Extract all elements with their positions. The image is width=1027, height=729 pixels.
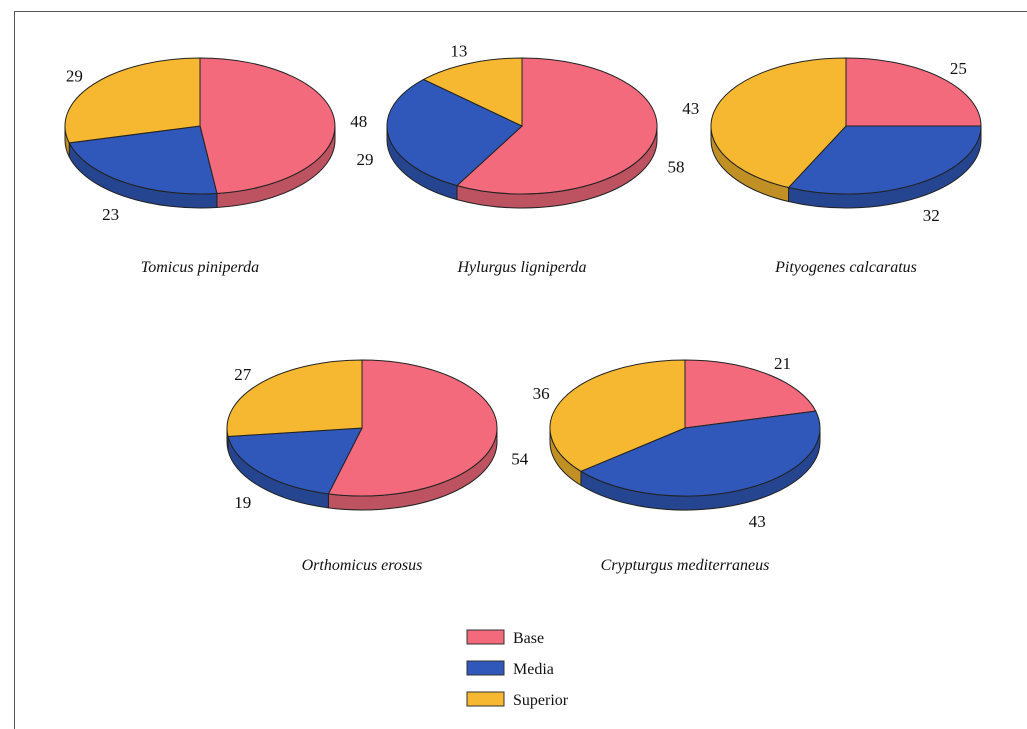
pie-slice-media [579,410,821,497]
pie-slice-media [386,78,523,187]
pie-title: Crypturgus mediterraneus [601,557,770,574]
legend-swatch-superior [466,691,505,707]
pie-chart: 21 43 36 Crypturgus mediterraneus [533,354,821,574]
legend-swatch-media [466,660,505,676]
slice-value-label: 32 [923,206,940,225]
pie-slice-media [787,125,982,195]
pie-slice-media [227,427,363,495]
pie-title: Pityogenes calcaratus [774,259,917,276]
slice-value-label: 58 [668,157,685,176]
pie-slice-superior [710,57,847,189]
legend-label-media: Media [513,661,554,678]
pie-slice-media [68,125,218,195]
pie-slice-base [455,57,658,195]
slice-value-label: 27 [234,365,252,384]
pie-chart: 54 19 27 Orthomicus erosus [226,359,529,574]
pie-title: Orthomicus erosus [302,557,423,574]
pie-chart: 48 23 29 Tomicus piniperda [64,57,367,276]
pie-slice-base [199,57,336,194]
pie-chart: 58 29 13 Hylurgus ligniperda [357,42,685,276]
pie-slice-superior [226,359,363,438]
slice-value-label: 25 [950,59,967,78]
slice-value-label: 43 [749,512,766,531]
pie-slice-base [684,359,817,429]
slice-value-label: 19 [234,493,251,512]
legend-label-base: Base [513,630,544,647]
slice-value-label: 54 [511,449,529,468]
legend-label-superior: Superior [513,692,569,709]
slice-value-label: 29 [357,150,374,169]
pie-chart: 25 32 43 Pityogenes calcaratus [682,57,982,276]
pie-title: Tomicus piniperda [141,259,259,276]
slice-value-label: 13 [450,42,467,61]
slice-value-label: 43 [682,99,699,118]
pie-slice-superior [422,57,523,127]
slice-value-label: 29 [66,67,83,86]
pie-slice-base [845,57,982,127]
slice-value-label: 21 [774,354,791,373]
legend-swatch-base [466,629,505,645]
pie-slice-superior [64,57,201,144]
pie-slice-base [327,359,498,497]
slice-value-label: 48 [350,112,367,131]
pie-slice-superior [549,359,686,472]
legend: Base Media Superior [466,629,569,709]
figure-frame [14,11,1027,729]
slice-value-label: 36 [533,384,550,403]
slice-value-label: 23 [102,205,119,224]
pie-title: Hylurgus ligniperda [456,259,586,276]
